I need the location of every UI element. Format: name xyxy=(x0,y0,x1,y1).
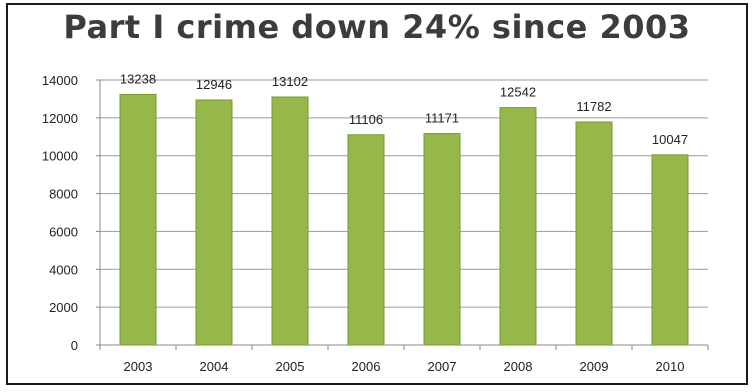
bar-2008 xyxy=(499,107,537,346)
x-tick-label: 2007 xyxy=(428,359,457,374)
y-tick-label: 12000 xyxy=(42,111,78,126)
bar-2003 xyxy=(119,93,157,346)
x-tick-label: 2006 xyxy=(352,359,381,374)
data-label: 11106 xyxy=(349,112,383,127)
y-tick-label: 4000 xyxy=(49,262,78,277)
bar-2009 xyxy=(575,121,613,346)
data-label: 10047 xyxy=(652,132,688,147)
bars xyxy=(119,93,689,346)
y-tick-label: 6000 xyxy=(49,224,78,239)
data-label: 12946 xyxy=(196,77,232,92)
y-tick-label: 10000 xyxy=(42,149,78,164)
y-tick-label: 14000 xyxy=(42,73,78,88)
chart-title: Part I crime down 24% since 2003 xyxy=(63,8,691,46)
x-tick-label: 2008 xyxy=(504,359,533,374)
data-label: 13102 xyxy=(272,74,308,89)
bar-2007 xyxy=(423,133,461,346)
bar-2004 xyxy=(195,99,233,346)
data-label: 11171 xyxy=(425,111,459,126)
bar-2005 xyxy=(271,96,309,346)
data-label: 12542 xyxy=(500,85,536,100)
bar-2006 xyxy=(347,134,385,346)
y-tick-label: 0 xyxy=(71,338,78,353)
x-tick-label: 2004 xyxy=(200,359,229,374)
y-tick-labels: 0 2000 4000 6000 8000 10000 12000 14000 xyxy=(42,73,78,353)
x-tick-label: 2003 xyxy=(124,359,153,374)
x-tick-label: 2009 xyxy=(580,359,609,374)
x-tick-labels: 2003 2004 2005 2006 2007 2008 2009 2010 xyxy=(124,359,685,374)
x-tick-label: 2005 xyxy=(276,359,305,374)
gridlines xyxy=(96,79,709,350)
y-tick-label: 8000 xyxy=(49,187,78,202)
data-labels: 13238 12946 13102 11106 11171 12542 11782 10047 xyxy=(120,71,688,146)
x-tick-label: 2010 xyxy=(656,359,685,374)
bar-2010 xyxy=(651,154,689,346)
data-label: 13238 xyxy=(120,71,156,86)
data-label: 11782 xyxy=(576,99,611,114)
y-tick-label: 2000 xyxy=(49,300,78,315)
